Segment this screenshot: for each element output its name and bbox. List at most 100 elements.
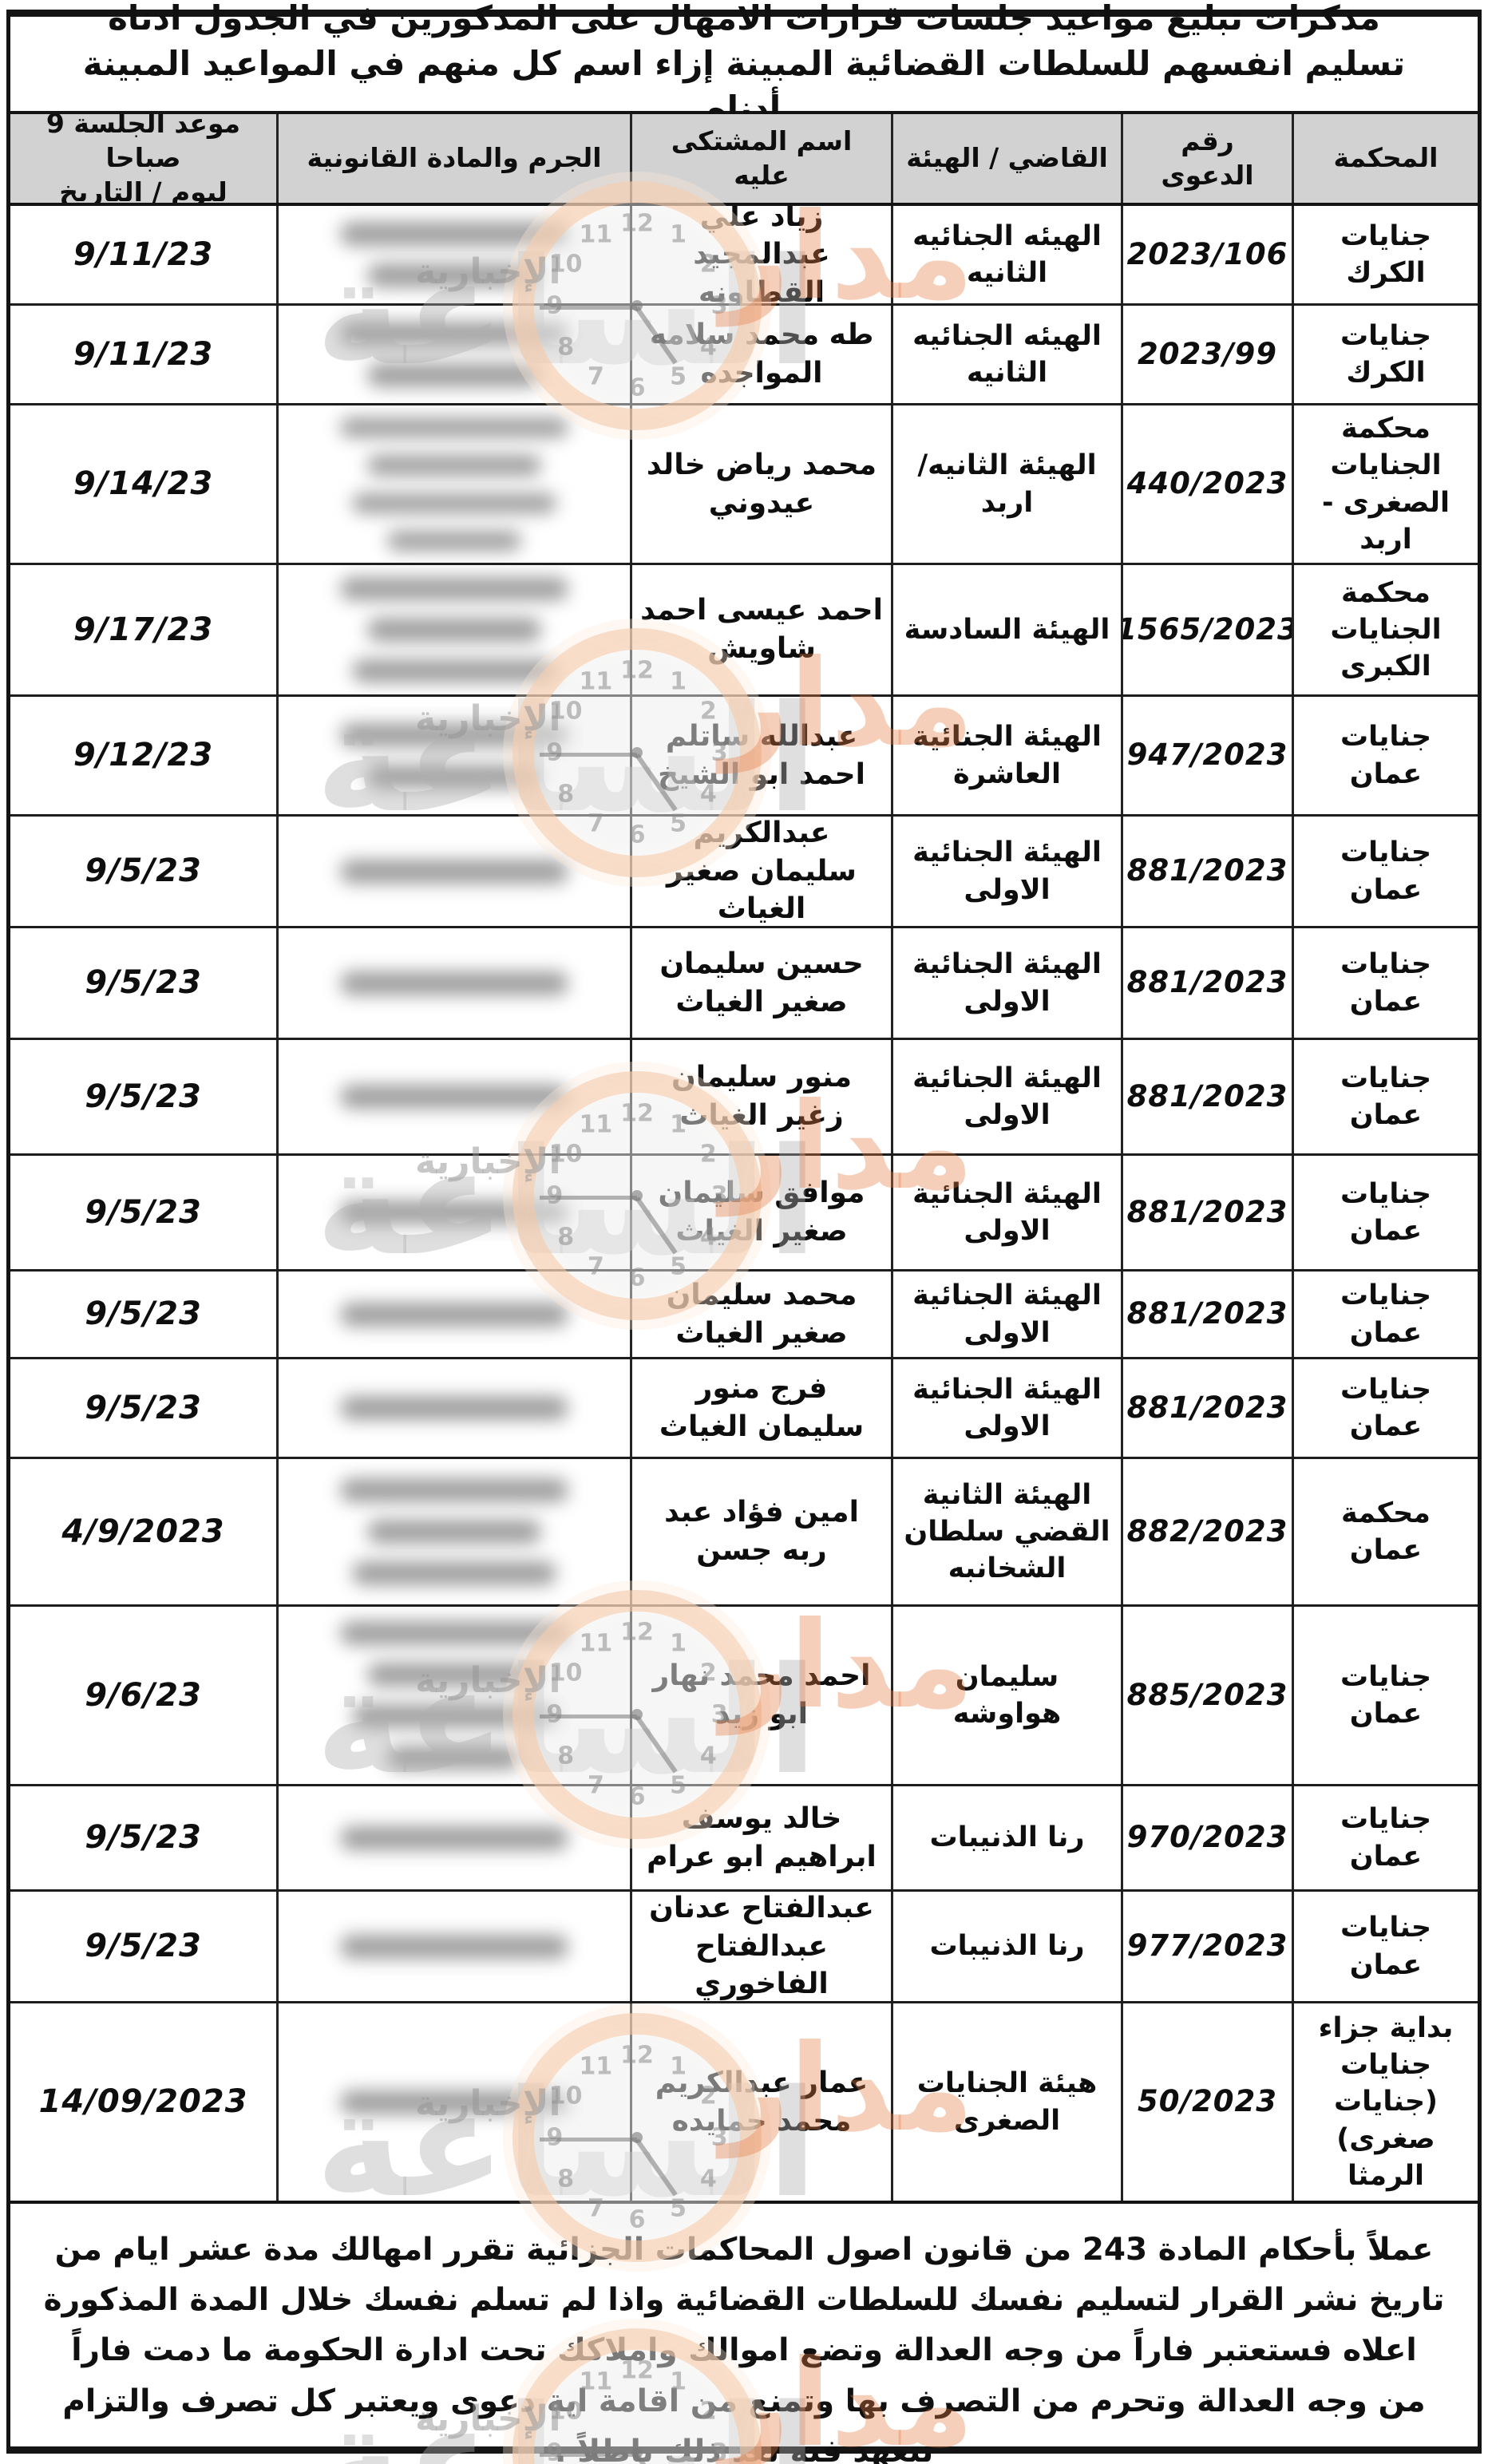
crime-cell-redacted — [276, 1359, 630, 1457]
court-value: جنايات عمان — [1340, 1062, 1432, 1131]
redacted-crime-text-blur — [340, 1085, 568, 1109]
case-number-value: 881/2023 — [1126, 1078, 1288, 1113]
redacted-crime-text-blur — [340, 222, 568, 246]
judge-value: رنا الذنيبات — [929, 1821, 1085, 1854]
judge-value: الهيئة الثانيه/ اربد — [917, 449, 1097, 519]
session-date-value: 9/5/23 — [85, 1193, 202, 1231]
court-value: بداية جزاء جنايات (جنايات صغرى) الرمثا — [1318, 2012, 1454, 2192]
crime-cell-redacted — [276, 2003, 630, 2201]
table-row: جنايات عمان 977/2023 رنا الذنيبات عبدالف… — [10, 1889, 1478, 2001]
session-date-cell: 9/5/23 — [10, 1359, 276, 1457]
redacted-crime-text-blur — [366, 363, 542, 387]
table-row: محكمة الجنايات الكبرى 1565/2023 الهيئة ا… — [10, 563, 1478, 694]
session-date-value: 9/5/23 — [85, 1928, 202, 1965]
table-row: جنايات عمان 881/2023 الهيئة الجنائية الا… — [10, 1038, 1478, 1153]
session-date-value: 9/6/23 — [85, 1676, 202, 1714]
defendant-name-value: احمد عيسى احمد شاويش — [640, 594, 883, 665]
redacted-crime-text-blur — [366, 1520, 542, 1544]
crime-cell-redacted — [276, 1892, 630, 2001]
table-row: جنايات عمان 881/2023 الهيئة الجنائية الا… — [10, 1153, 1478, 1269]
case-number-cell: 970/2023 — [1121, 1786, 1292, 1889]
session-date-cell: 9/5/23 — [10, 1156, 276, 1269]
defendant-name-cell: محمد رياض خالد عيدوني — [630, 405, 891, 563]
defendant-name-value: فرج منور سليمان الغياث — [659, 1372, 865, 1443]
case-number-cell: 881/2023 — [1121, 1272, 1292, 1357]
redacted-crime-text-blur — [340, 971, 568, 995]
court-cell: محكمة الجنايات الصغرى - اربد — [1292, 405, 1478, 563]
case-number-value: 881/2023 — [1126, 1296, 1288, 1331]
case-number-cell: 881/2023 — [1121, 1359, 1292, 1457]
judge-cell: الهيئة الجنائية العاشرة — [891, 697, 1121, 814]
crime-cell-redacted — [276, 1459, 630, 1604]
session-date-cell: 9/5/23 — [10, 1786, 276, 1889]
table-row: جنايات عمان 970/2023 رنا الذنيبات خالد ي… — [10, 1784, 1478, 1889]
court-value: جنايات عمان — [1340, 1373, 1432, 1442]
court-value: جنايات عمان — [1340, 1177, 1432, 1247]
redacted-crime-text-blur — [366, 764, 542, 789]
judge-cell: رنا الذنيبات — [891, 1892, 1121, 2001]
redacted-crime-text-blur — [366, 1663, 542, 1687]
session-date-cell: 9/6/23 — [10, 1607, 276, 1784]
court-cell: جنايات عمان — [1292, 1040, 1478, 1153]
table-row: جنايات الكرك 2023/99 الهيئه الجنائيه الث… — [10, 303, 1478, 403]
judge-cell: الهيئة السادسة — [891, 565, 1121, 694]
redacted-crime-text-blur — [340, 1934, 568, 1959]
case-number-value: 881/2023 — [1126, 853, 1288, 888]
case-number-cell: 2023/106 — [1121, 206, 1292, 303]
crime-cell-redacted — [276, 697, 630, 814]
judge-value: هيئة الجنايات الصغرى — [916, 2067, 1098, 2137]
judge-cell: الهيئة الثانيه/ اربد — [891, 405, 1121, 563]
case-number-value: 440/2023 — [1126, 466, 1288, 501]
case-number-value: 881/2023 — [1126, 1194, 1288, 1229]
case-number-value: 881/2023 — [1126, 1390, 1288, 1425]
redacted-crime-text-blur — [351, 492, 557, 513]
court-value: جنايات عمان — [1340, 1660, 1432, 1730]
redacted-crime-text-blur — [340, 1302, 568, 1327]
defendant-name-cell: عمار عبدالكريم محمد حمايده — [630, 2003, 891, 2201]
session-date-value: 9/5/23 — [85, 1389, 202, 1426]
session-date-cell: 9/11/23 — [10, 206, 276, 303]
case-number-cell: 881/2023 — [1121, 1040, 1292, 1153]
redacted-crime-text-blur — [366, 618, 542, 642]
case-number-cell: 881/2023 — [1121, 817, 1292, 926]
crime-cell-redacted — [276, 1156, 630, 1269]
judge-value: الهيئة الجنائية الاولى — [912, 948, 1102, 1018]
case-number-cell: 885/2023 — [1121, 1607, 1292, 1784]
defendant-name-value: احمد محمد نهار ابو زيد — [652, 1659, 871, 1730]
court-value: جنايات عمان — [1340, 948, 1432, 1018]
session-date-cell: 9/17/23 — [10, 565, 276, 694]
defendant-name-value: امين فؤاد عبد ربه جسن — [664, 1496, 859, 1567]
judge-cell: الهيئة الثانية القضي سلطان الشخانبه — [891, 1459, 1121, 1604]
judge-value: الهيئة الجنائية الاولى — [912, 1062, 1102, 1131]
redacted-crime-text-blur — [340, 1621, 568, 1645]
redacted-crime-text-blur — [351, 1561, 557, 1585]
header-crime: الجرم والمادة القانونية — [276, 114, 630, 203]
header-court: المحكمة — [1292, 114, 1478, 203]
judge-value: الهيئة السادسة — [904, 613, 1110, 646]
judge-value: سليمان هواوشه — [952, 1660, 1062, 1730]
judge-cell: هيئة الجنايات الصغرى — [891, 2003, 1121, 2201]
court-cell: جنايات عمان — [1292, 928, 1478, 1038]
judge-cell: الهيئه الجنائيه الثانيه — [891, 306, 1121, 403]
judge-value: الهيئة الجنائية الاولى — [912, 1279, 1102, 1349]
session-date-value: 9/5/23 — [85, 964, 202, 1002]
court-cell: بداية جزاء جنايات (جنايات صغرى) الرمثا — [1292, 2003, 1478, 2201]
court-cell: محكمة الجنايات الكبرى — [1292, 565, 1478, 694]
defendant-name-value: عمار عبدالكريم محمد حمايده — [655, 2066, 869, 2138]
case-number-value: 50/2023 — [1138, 2084, 1277, 2119]
crime-cell-redacted — [276, 206, 630, 303]
redacted-crime-text-blur — [340, 1396, 568, 1420]
session-date-cell: 9/5/23 — [10, 1272, 276, 1357]
court-cell: جنايات عمان — [1292, 1272, 1478, 1357]
judge-value: الهيئة الجنائية الاولى — [912, 1373, 1102, 1442]
table-row: جنايات عمان 881/2023 الهيئة الجنائية الا… — [10, 1357, 1478, 1457]
table-row: محكمة عمان 882/2023 الهيئة الثانية القضي… — [10, 1457, 1478, 1604]
court-cell: محكمة عمان — [1292, 1459, 1478, 1604]
redacted-crime-text-blur — [340, 1825, 568, 1850]
case-number-value: 970/2023 — [1126, 1820, 1288, 1855]
defendant-name-cell: عبدالكريم سليمان صغير الغياث — [630, 817, 891, 926]
case-number-cell: 977/2023 — [1121, 1892, 1292, 2001]
defendant-name-cell: حسين سليمان صغير الغياث — [630, 928, 891, 1038]
defendant-name-cell: احمد محمد نهار ابو زيد — [630, 1607, 891, 1784]
court-value: جنايات الكرك — [1340, 319, 1432, 389]
